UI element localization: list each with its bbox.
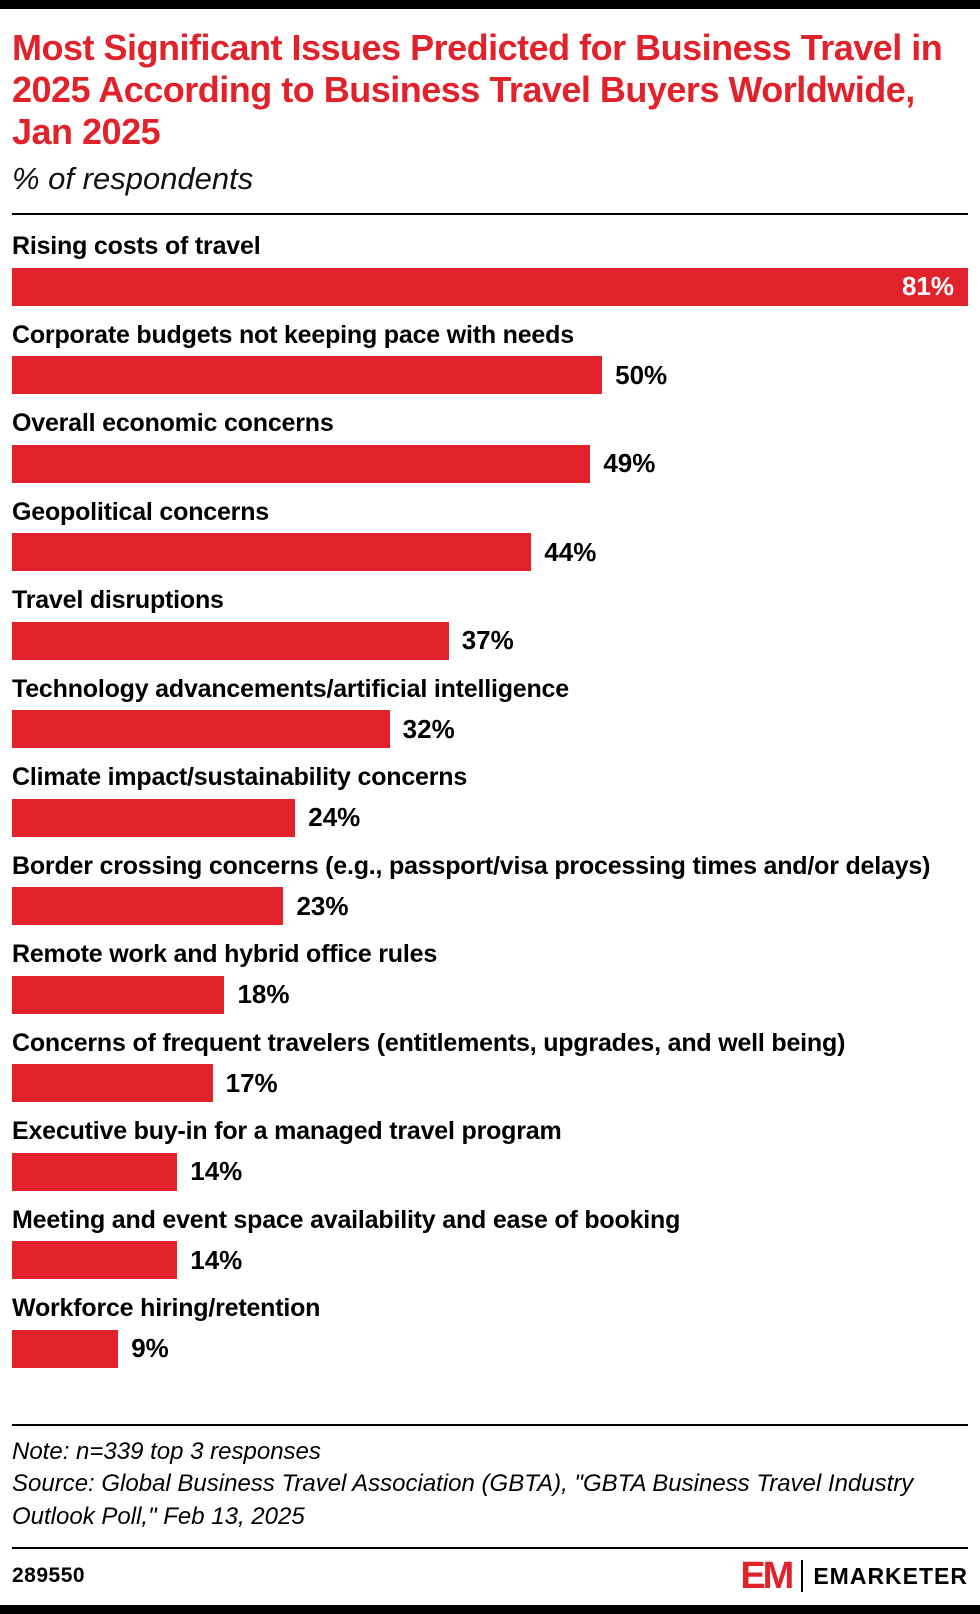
header-divider [12, 213, 968, 216]
bar-row: Border crossing concerns (e.g., passport… [12, 851, 968, 926]
bar-category-label: Geopolitical concerns [12, 497, 269, 526]
bar [12, 1064, 213, 1103]
bar-category-label: Concerns of frequent travelers (entitlem… [12, 1028, 846, 1057]
footer-divider [12, 1547, 968, 1549]
bar-value-label: 17% [225, 1067, 278, 1098]
bar-category-label: Climate impact/sustainability concerns [12, 763, 468, 792]
bar [12, 1241, 178, 1280]
bar-row: Executive buy-in for a managed travel pr… [12, 1116, 968, 1191]
bar [12, 798, 296, 837]
top-border-bar [0, 0, 980, 9]
bar-track: 81% [12, 267, 968, 306]
chart-content: Most Significant Issues Predicted for Bu… [0, 9, 980, 1605]
bar: 81% [12, 267, 968, 306]
bar-row: Workforce hiring/retention 9% [12, 1293, 968, 1368]
bar-track: 23% [12, 887, 968, 926]
bar-category-label: Travel disruptions [12, 586, 224, 615]
chart-title: Most Significant Issues Predicted for Bu… [12, 27, 943, 153]
bar-value-label: 23% [296, 890, 349, 921]
bottom-border-bar [0, 1605, 980, 1614]
source-text: Source: Global Business Travel Associati… [12, 1470, 914, 1530]
bar-row: Corporate budgets not keeping pace with … [12, 320, 968, 395]
bar-row: Climate impact/sustainability concerns 24… [12, 762, 968, 837]
footnotes: Note: n=339 top 3 responses Source: Glob… [12, 1404, 968, 1605]
bar-value-label: 81% [901, 271, 954, 302]
bar-row: Meeting and event space availability and… [12, 1205, 968, 1280]
bar-value-label: 14% [190, 1156, 243, 1187]
bar-track: 50% [12, 356, 968, 395]
bar [12, 1152, 178, 1191]
bar-track: 9% [12, 1329, 968, 1368]
bar-category-label: Rising costs of travel [12, 232, 261, 261]
bar-track: 14% [12, 1152, 968, 1191]
bar [12, 621, 449, 660]
bar-value-label: 50% [615, 359, 668, 390]
bar-value-label: 18% [237, 979, 290, 1010]
bar-row: Rising costs of travel 81% [12, 231, 968, 306]
bar-value-label: 14% [190, 1244, 243, 1275]
bar-row: Travel disruptions 37% [12, 585, 968, 660]
bar-track: 14% [12, 1241, 968, 1280]
bar-value-label: 24% [308, 802, 361, 833]
emarketer-logo-text: EMARKETER [813, 1562, 968, 1589]
chart-subtitle: % of respondents [12, 161, 254, 197]
bar-category-label: Corporate budgets not keeping pace with … [12, 320, 574, 349]
bar-row: Geopolitical concerns 44% [12, 497, 968, 572]
emarketer-logo: EM EMARKETER [740, 1557, 968, 1595]
bar [12, 1329, 119, 1368]
bar-category-label: Workforce hiring/retention [12, 1294, 321, 1323]
bar-category-label: Border crossing concerns (e.g., passport… [12, 851, 931, 880]
bar-value-label: 32% [402, 713, 455, 744]
bar [12, 356, 603, 395]
bar-value-label: 44% [544, 536, 597, 567]
bar-category-label: Remote work and hybrid office rules [12, 940, 438, 969]
bar-row: Concerns of frequent travelers (entitlem… [12, 1028, 968, 1103]
bar-track: 17% [12, 1064, 968, 1103]
bar [12, 533, 532, 572]
bar-value-label: 9% [131, 1333, 169, 1364]
bar-category-label: Technology advancements/artificial intel… [12, 674, 569, 703]
bar-category-label: Meeting and event space availability and… [12, 1205, 681, 1234]
bar-track: 37% [12, 621, 968, 660]
bar-category-label: Executive buy-in for a managed travel pr… [12, 1117, 562, 1146]
bar-row: Overall economic concerns 49% [12, 408, 968, 483]
bar-value-label: 37% [461, 625, 514, 656]
bar [12, 887, 284, 926]
bar-track: 44% [12, 533, 968, 572]
bar-category-label: Overall economic concerns [12, 409, 334, 438]
emarketer-logo-mark-icon: EM [740, 1555, 794, 1597]
bar-value-label: 49% [603, 448, 656, 479]
bar-track: 18% [12, 975, 968, 1014]
bar-track: 32% [12, 710, 968, 749]
footer: 289550 EM EMARKETER [12, 1549, 968, 1605]
notes-divider [12, 1423, 968, 1426]
bar [12, 710, 390, 749]
bar-row: Remote work and hybrid office rules 18% [12, 939, 968, 1014]
note-text: Note: n=339 top 3 responses [12, 1437, 321, 1465]
bar-row: Technology advancements/artificial intel… [12, 674, 968, 749]
bar [12, 444, 591, 483]
bar-track: 49% [12, 444, 968, 483]
bar-track: 24% [12, 798, 968, 837]
bar [12, 975, 225, 1014]
bar-chart: Rising costs of travel 81% Corporate budge… [12, 217, 968, 1368]
chart-id: 289550 [12, 1564, 86, 1587]
logo-separator [801, 1560, 804, 1592]
